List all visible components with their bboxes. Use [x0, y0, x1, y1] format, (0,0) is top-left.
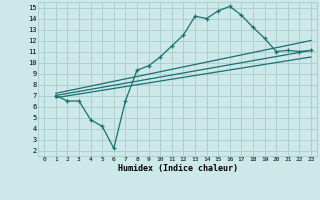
X-axis label: Humidex (Indice chaleur): Humidex (Indice chaleur)	[118, 164, 238, 173]
